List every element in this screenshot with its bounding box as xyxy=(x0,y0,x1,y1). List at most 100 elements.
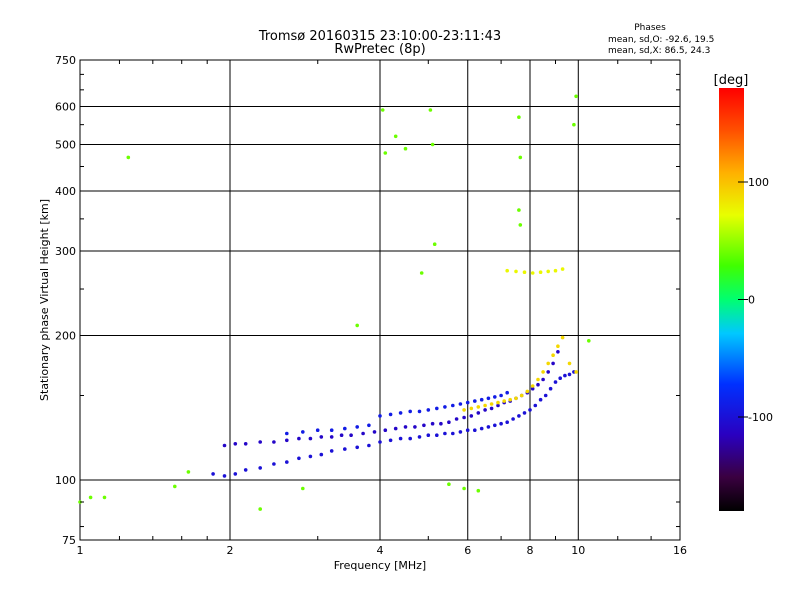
data-point xyxy=(285,438,289,443)
data-point xyxy=(243,442,248,446)
data-point xyxy=(514,396,518,401)
data-point xyxy=(548,386,553,391)
data-point xyxy=(349,433,353,438)
data-point xyxy=(551,361,555,366)
data-point xyxy=(536,377,540,382)
data-point xyxy=(560,267,565,271)
data-point xyxy=(567,361,572,366)
y-tick-label: 200 xyxy=(55,330,76,343)
data-point xyxy=(476,411,481,415)
data-point xyxy=(393,134,398,139)
data-point xyxy=(343,426,347,431)
y-tick-label: 400 xyxy=(55,185,76,198)
data-point xyxy=(541,370,545,374)
data-point xyxy=(496,403,500,408)
data-point xyxy=(496,400,500,405)
data-point xyxy=(476,488,481,493)
data-point xyxy=(319,452,324,457)
data-point xyxy=(258,440,263,444)
phase-stats-heading: Phases xyxy=(634,23,666,33)
data-point xyxy=(465,428,470,433)
data-point xyxy=(505,268,510,273)
phase-stats-o: mean, sd,O: -92.6, 19.5 xyxy=(608,35,714,45)
data-point xyxy=(403,425,408,429)
x-tick-label: 4 xyxy=(377,544,384,557)
data-point xyxy=(489,402,494,406)
data-point xyxy=(458,402,463,406)
data-point xyxy=(380,108,385,112)
data-point xyxy=(383,151,388,155)
data-point xyxy=(538,270,543,275)
data-point xyxy=(473,399,477,403)
colorbar-tick-label: 100 xyxy=(748,176,769,189)
data-point xyxy=(563,373,567,378)
data-point xyxy=(486,396,491,401)
data-point xyxy=(530,386,535,391)
data-point xyxy=(435,406,439,411)
data-point xyxy=(329,449,334,453)
data-point xyxy=(372,430,377,434)
data-point xyxy=(398,436,403,441)
data-point xyxy=(447,482,451,487)
data-point xyxy=(285,431,289,436)
data-point xyxy=(567,372,572,377)
data-point xyxy=(530,384,535,388)
data-point xyxy=(388,412,393,417)
data-point xyxy=(222,474,227,478)
data-point xyxy=(301,486,305,491)
data-point xyxy=(553,380,558,384)
y-tick-label: 750 xyxy=(55,54,76,67)
data-point xyxy=(285,460,289,464)
data-point xyxy=(393,426,398,431)
data-point xyxy=(430,142,435,147)
data-point xyxy=(343,447,347,451)
data-point xyxy=(432,242,437,246)
data-point xyxy=(462,408,466,412)
data-point xyxy=(546,361,550,366)
data-point xyxy=(233,472,238,476)
data-point xyxy=(417,435,422,439)
data-point xyxy=(536,382,540,387)
y-tick-label: 100 xyxy=(55,474,76,487)
data-point xyxy=(528,408,532,412)
data-point xyxy=(522,270,527,275)
data-point xyxy=(426,433,431,438)
data-point xyxy=(439,421,443,426)
data-point xyxy=(355,445,360,450)
data-point xyxy=(505,390,510,395)
data-point xyxy=(465,400,470,405)
data-point xyxy=(556,344,560,349)
data-point xyxy=(367,443,371,448)
data-point xyxy=(502,399,507,403)
data-point xyxy=(546,370,550,374)
data-point xyxy=(173,484,177,489)
data-point xyxy=(473,428,477,433)
x-tick-label: 2 xyxy=(227,544,234,557)
data-point xyxy=(383,428,388,433)
data-point xyxy=(574,370,578,374)
data-point xyxy=(211,472,215,476)
data-point xyxy=(88,495,93,500)
data-point xyxy=(486,425,491,429)
data-point xyxy=(558,376,562,381)
data-point xyxy=(329,428,334,433)
data-point xyxy=(587,339,591,343)
data-point xyxy=(355,425,360,429)
data-point xyxy=(518,223,523,227)
data-point xyxy=(398,411,403,415)
colorbar-label: [deg] xyxy=(714,73,749,88)
data-point xyxy=(417,409,422,414)
data-point xyxy=(308,454,313,459)
data-point xyxy=(462,486,466,491)
data-point xyxy=(378,414,382,418)
data-point xyxy=(422,423,426,428)
data-point xyxy=(447,420,451,425)
data-point xyxy=(517,208,521,212)
data-point xyxy=(479,397,484,402)
x-tick-label: 16 xyxy=(673,544,687,557)
y-tick-label: 300 xyxy=(55,245,76,258)
x-tick-label: 10 xyxy=(571,544,585,557)
data-point xyxy=(272,440,276,444)
data-point xyxy=(553,268,558,273)
